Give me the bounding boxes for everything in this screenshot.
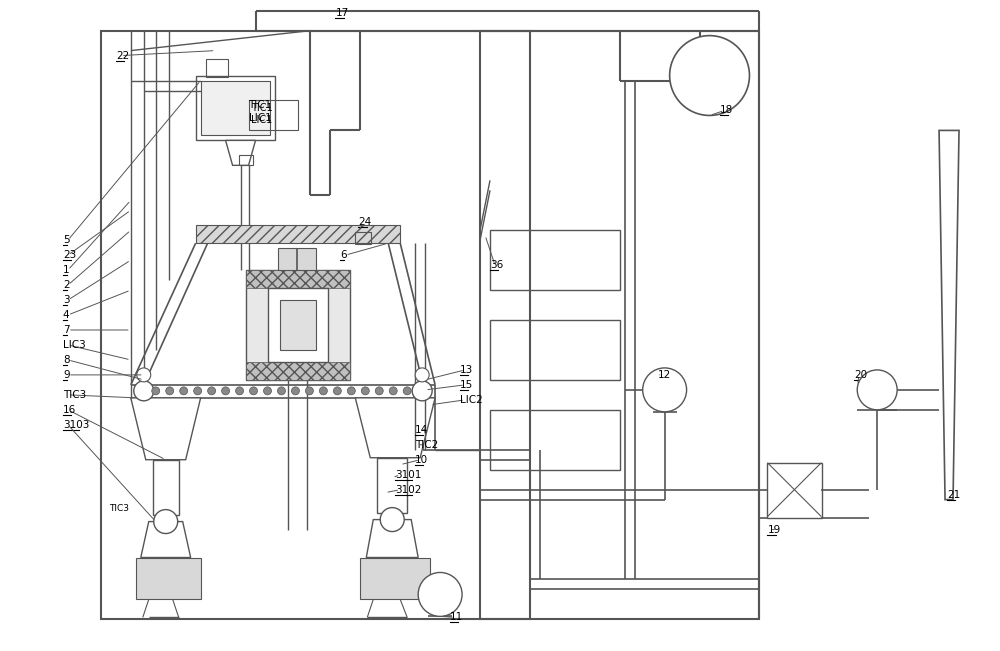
Bar — [355, 232, 371, 244]
Polygon shape — [131, 398, 201, 460]
Bar — [201, 81, 270, 135]
Bar — [101, 31, 530, 619]
Bar — [377, 458, 407, 512]
Text: 36: 36 — [490, 260, 503, 270]
Text: 2: 2 — [63, 280, 70, 290]
Text: 15: 15 — [460, 380, 473, 390]
Text: 24: 24 — [358, 217, 372, 227]
Circle shape — [305, 387, 313, 395]
Bar — [249, 100, 298, 130]
Bar — [196, 76, 275, 141]
Circle shape — [222, 387, 230, 395]
Text: 3: 3 — [63, 295, 70, 305]
Bar — [278, 248, 316, 270]
Bar — [490, 320, 620, 380]
Circle shape — [380, 508, 404, 532]
Text: 21: 21 — [947, 490, 960, 499]
Text: LIC3: LIC3 — [63, 340, 86, 350]
Circle shape — [319, 387, 327, 395]
Bar — [490, 410, 620, 469]
Text: 3103: 3103 — [63, 420, 89, 430]
Text: 12: 12 — [658, 370, 671, 380]
Text: TIC1: TIC1 — [249, 100, 272, 111]
Circle shape — [670, 36, 749, 115]
Text: 3101: 3101 — [395, 469, 422, 480]
Text: 3102: 3102 — [395, 484, 422, 495]
Polygon shape — [226, 141, 256, 165]
Bar — [206, 59, 228, 77]
Polygon shape — [939, 130, 959, 499]
Text: 1: 1 — [63, 265, 70, 275]
Text: 8: 8 — [63, 355, 70, 365]
Polygon shape — [355, 398, 435, 458]
Circle shape — [134, 381, 154, 401]
Polygon shape — [141, 521, 191, 557]
Circle shape — [291, 387, 299, 395]
Circle shape — [857, 370, 897, 410]
Circle shape — [375, 387, 383, 395]
Circle shape — [415, 368, 429, 382]
Text: 16: 16 — [63, 405, 76, 415]
Text: 11: 11 — [450, 613, 463, 622]
Circle shape — [194, 387, 202, 395]
Circle shape — [208, 387, 216, 395]
Polygon shape — [720, 55, 749, 96]
Text: TIC1: TIC1 — [251, 104, 272, 113]
Text: 9: 9 — [63, 370, 70, 380]
Text: 17: 17 — [335, 8, 349, 18]
Bar — [360, 557, 430, 600]
Bar — [490, 230, 620, 290]
Circle shape — [277, 387, 285, 395]
Circle shape — [412, 381, 432, 401]
Bar — [280, 300, 316, 350]
Text: 20: 20 — [854, 370, 867, 380]
Circle shape — [389, 387, 397, 395]
Bar — [153, 460, 179, 514]
Bar — [136, 557, 201, 600]
Circle shape — [361, 387, 369, 395]
Bar — [268, 288, 328, 362]
Circle shape — [403, 387, 411, 395]
Circle shape — [643, 368, 687, 412]
Bar — [246, 270, 350, 380]
Text: LIC1: LIC1 — [249, 113, 271, 124]
Circle shape — [418, 572, 462, 616]
Text: TIC3: TIC3 — [109, 504, 129, 513]
Text: 10: 10 — [415, 454, 428, 465]
Bar — [480, 31, 759, 619]
Circle shape — [166, 387, 174, 395]
Polygon shape — [366, 519, 418, 557]
Circle shape — [333, 387, 341, 395]
Bar — [196, 225, 400, 243]
Bar — [239, 156, 253, 165]
Text: 7: 7 — [63, 325, 70, 335]
Bar — [246, 362, 350, 380]
Bar — [109, 505, 139, 514]
Circle shape — [137, 368, 151, 382]
Text: TIC2: TIC2 — [415, 439, 438, 450]
Circle shape — [180, 387, 188, 395]
Text: TIC3: TIC3 — [63, 390, 86, 400]
Text: 19: 19 — [767, 525, 781, 534]
Circle shape — [264, 387, 271, 395]
Circle shape — [250, 387, 258, 395]
Text: 23: 23 — [63, 250, 76, 260]
Bar — [246, 270, 350, 288]
Circle shape — [154, 510, 178, 534]
Bar — [767, 463, 822, 518]
Text: 13: 13 — [460, 365, 473, 375]
Text: 6: 6 — [340, 250, 347, 260]
Circle shape — [152, 387, 160, 395]
Circle shape — [236, 387, 244, 395]
Text: LIC1: LIC1 — [251, 115, 272, 126]
Text: 18: 18 — [720, 105, 733, 115]
Circle shape — [347, 387, 355, 395]
Text: 22: 22 — [116, 51, 129, 61]
Text: 14: 14 — [415, 424, 428, 435]
Text: LIC2: LIC2 — [460, 395, 483, 405]
Text: 4: 4 — [63, 310, 70, 320]
Text: 5: 5 — [63, 235, 70, 245]
